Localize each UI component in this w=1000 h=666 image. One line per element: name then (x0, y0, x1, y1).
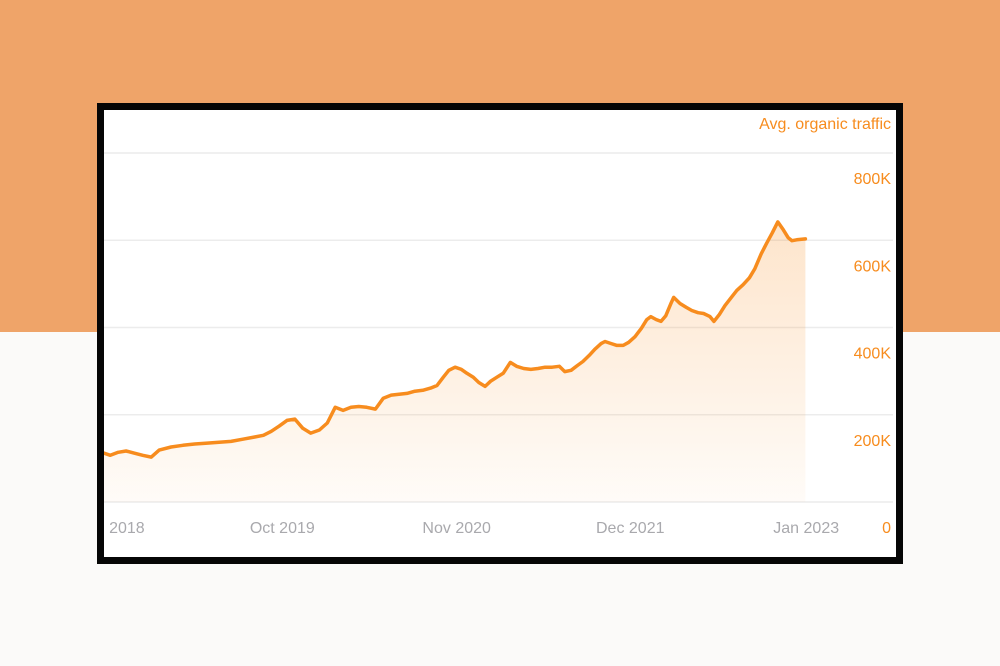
chart-panel: 800K 600K 400K 200K 0 2018 Oct 2019 Nov 2020 De… (97, 103, 903, 564)
x-tick-label: Jan 2023 (773, 520, 839, 537)
legend-avg-organic-traffic: Avg. organic traffic (759, 116, 891, 133)
x-axis-labels: 2018 Oct 2019 Nov 2020 Dec 2021 Jan 2023 (109, 520, 839, 537)
series-line (104, 220, 808, 459)
x-tick-label: Oct 2019 (250, 520, 315, 537)
x-tick-label: Dec 2021 (596, 520, 665, 537)
series (104, 220, 808, 502)
x-tick-label: 2018 (109, 520, 145, 537)
y-tick-label: 600K (854, 258, 892, 275)
y-tick-label: 800K (854, 171, 892, 188)
y-tick-label: 200K (854, 433, 892, 450)
y-tick-label: 400K (854, 346, 892, 363)
y-tick-label: 0 (882, 520, 891, 537)
organic-traffic-chart: 800K 600K 400K 200K 0 2018 Oct 2019 Nov 2020 De… (104, 116, 893, 537)
y-axis-labels: 800K 600K 400K 200K 0 (854, 171, 892, 537)
x-tick-label: Nov 2020 (422, 520, 491, 537)
series-area-fill (104, 221, 806, 502)
